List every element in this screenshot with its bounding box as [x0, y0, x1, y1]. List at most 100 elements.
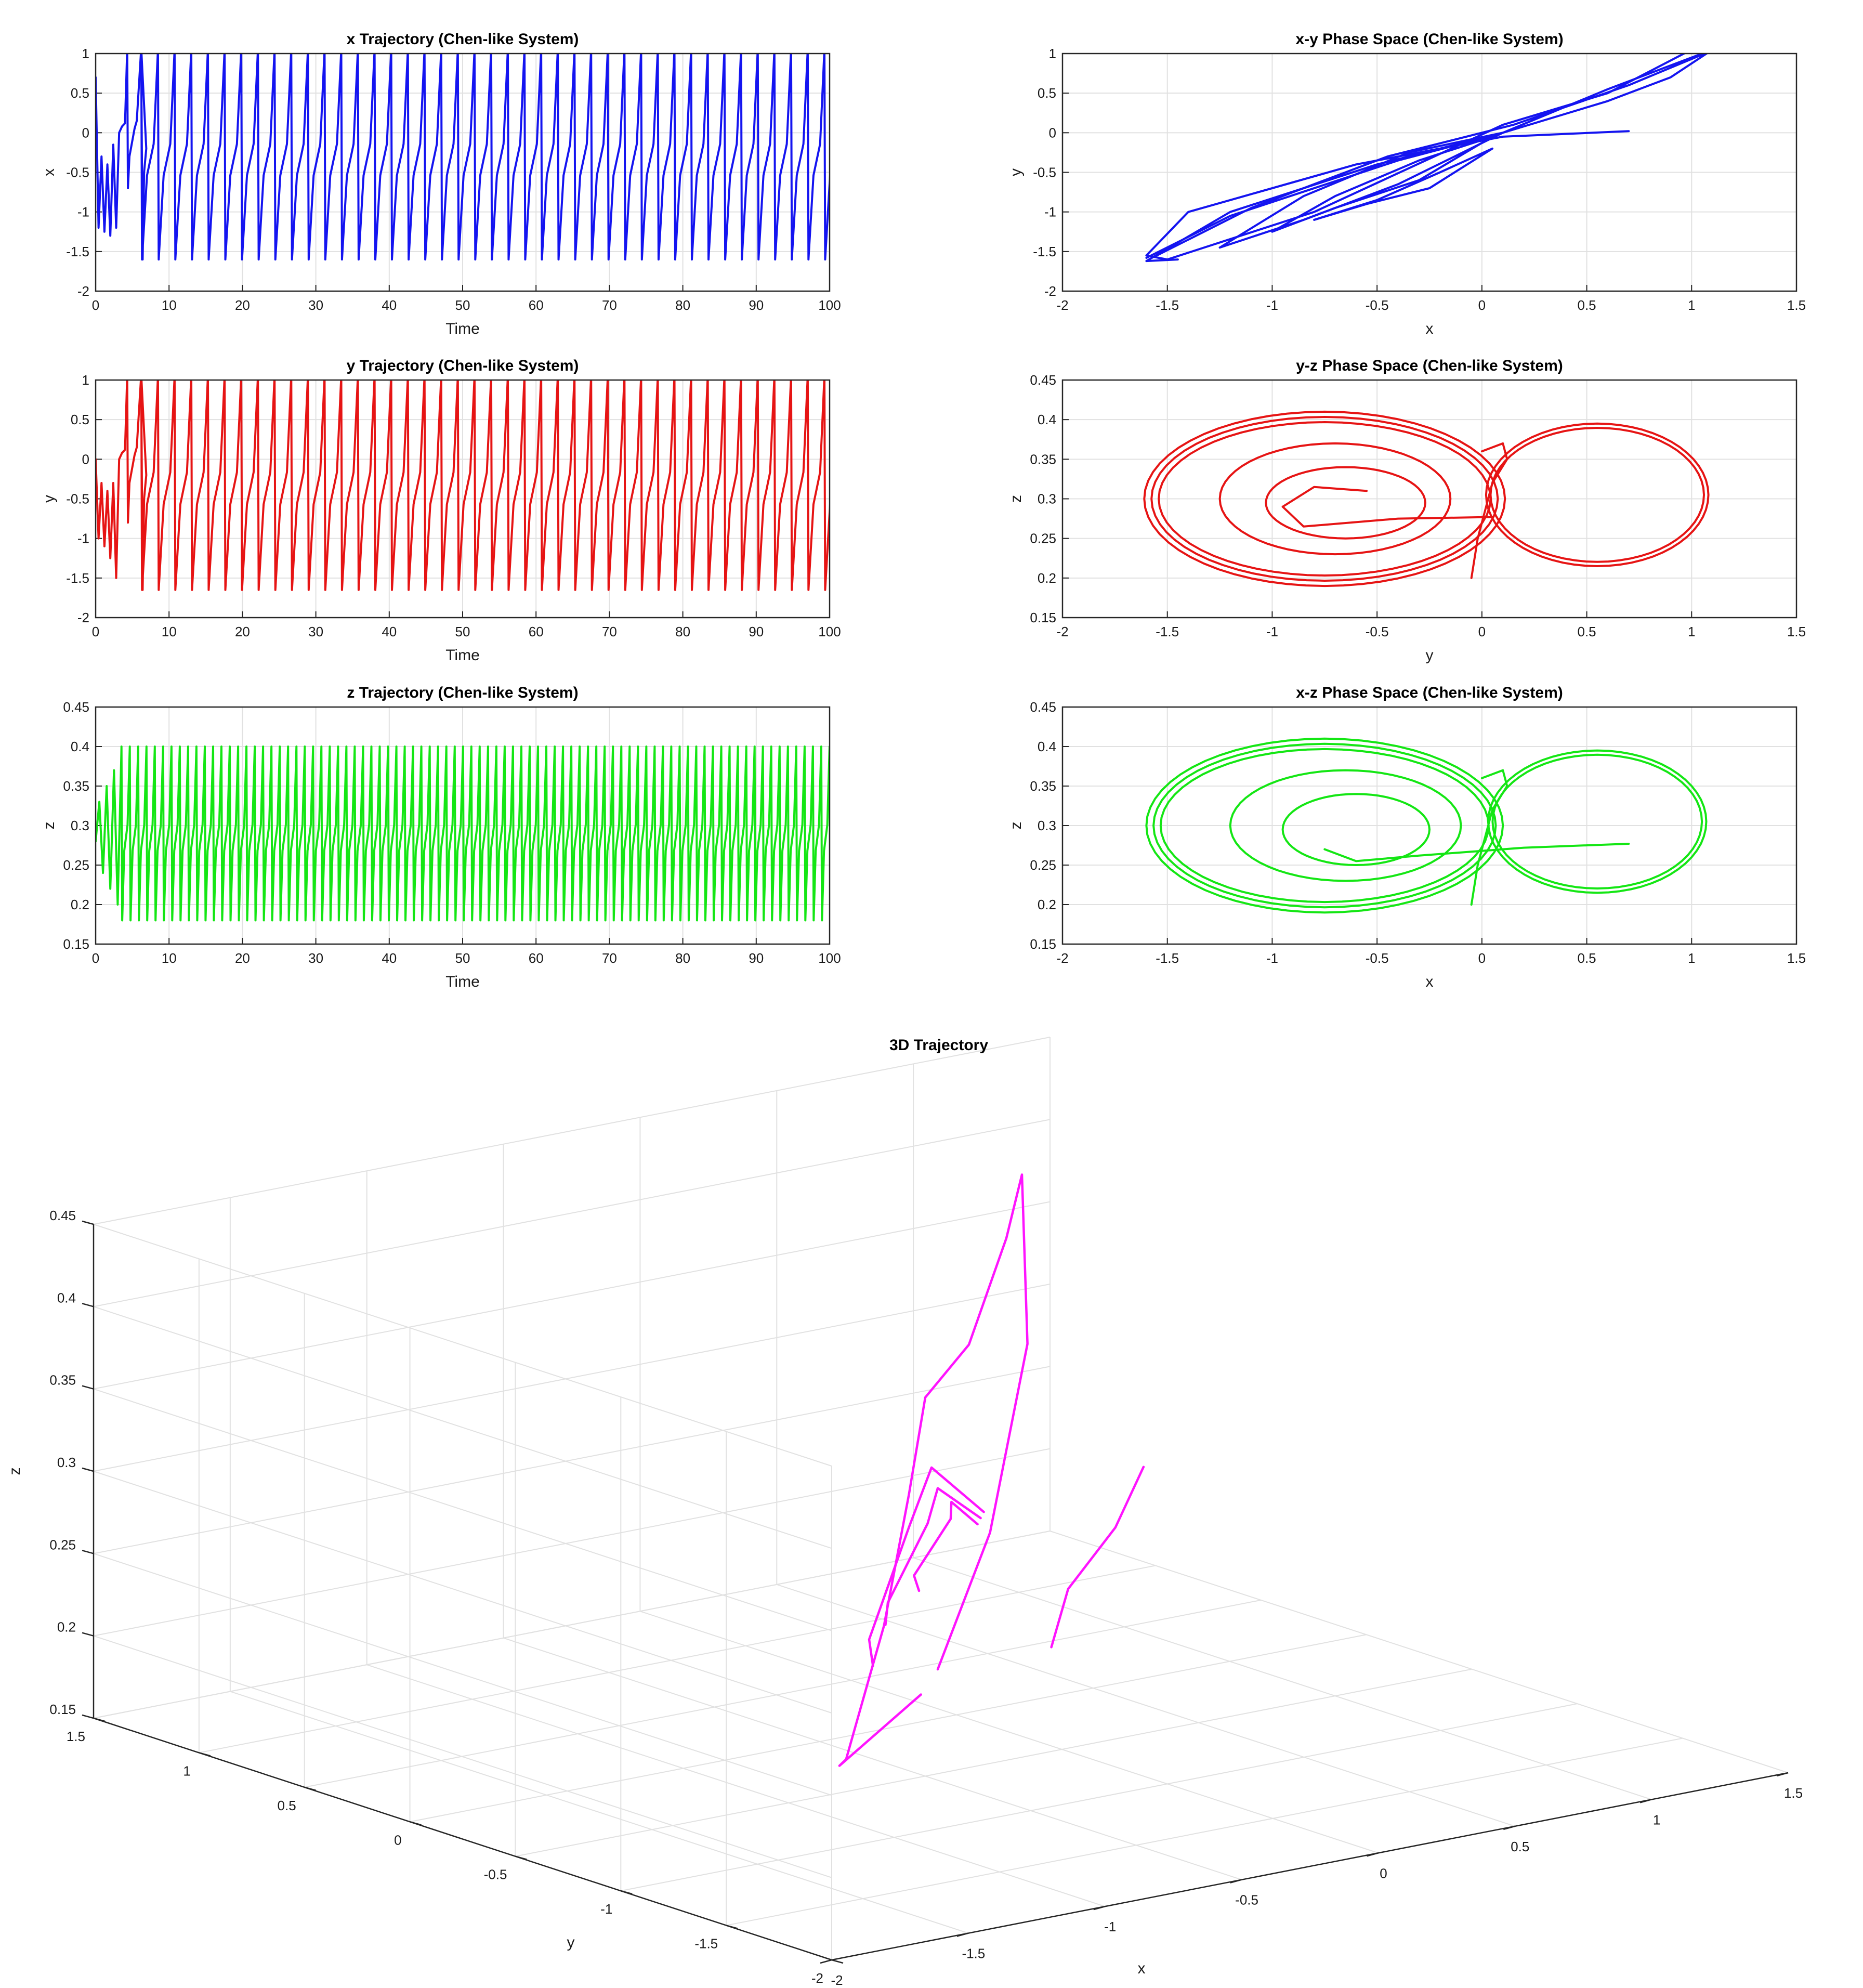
attractor-loop: [1218, 442, 1452, 556]
z-tick-label: 0.4: [57, 1290, 76, 1305]
y-tick-label: 0.5: [71, 85, 89, 101]
attractor-loop: [1158, 421, 1492, 577]
x-tick-label: 80: [675, 297, 690, 313]
floor-gridline: [304, 1599, 1261, 1788]
x-axis-label: Time: [445, 320, 480, 337]
y-tick-label: 0.45: [1030, 699, 1056, 715]
x-tick-label: 10: [162, 624, 177, 639]
floor-gridline: [726, 1737, 1683, 1926]
chart-trajectory-3d: -2 -1.5 -1 -0.5 0 0.5 1 1.5 -2 -1.5 -1 -0.5 0 0.5 1 1.5…: [6, 1037, 1803, 1988]
x-tick-label: 20: [235, 950, 250, 966]
plot-area: [96, 54, 830, 261]
x-axis-label: x: [1426, 320, 1434, 337]
floor-gridline: [1049, 1531, 1789, 1773]
z-tick-label: 0.45: [49, 1208, 76, 1223]
x-axis-label: x: [1426, 973, 1434, 990]
y-tick-label: -0.5: [66, 491, 89, 507]
x-axis-label: y: [1426, 647, 1434, 664]
trajectory-3d-line: [884, 1487, 982, 1626]
y-tick-label: 0.5: [71, 412, 89, 427]
y-tick-label: -2: [77, 610, 89, 625]
attractor-loop: [1491, 753, 1703, 890]
y-tick-label: 1: [183, 1763, 190, 1778]
floor-gridline: [366, 1664, 1106, 1907]
z-tick-label: 0.15: [49, 1702, 76, 1717]
x-tick-label: 1: [1688, 297, 1695, 313]
y-tick-label: 0.3: [1038, 491, 1056, 507]
y-tick-mark: [199, 1752, 211, 1757]
x-tick-label: 90: [749, 297, 764, 313]
chart-title: y-z Phase Space (Chen-like System): [1296, 357, 1563, 374]
x-tick-label: 60: [529, 624, 544, 639]
wall-gridline: [93, 1284, 1051, 1472]
y-tick-label: -0.5: [1033, 165, 1056, 180]
z-tick-label: 0.3: [57, 1455, 76, 1470]
floor-gridline: [640, 1611, 1379, 1854]
z-tick-mark: [82, 1550, 94, 1554]
chart-y-trajectory: 0 10 20 30 40 50 60 70 80 90 100 -2 -1.5 -1 -0.5 0 0.5 1 y…: [41, 357, 841, 664]
y-tick-mark: [726, 1925, 738, 1929]
y-tick-label: 1: [82, 372, 89, 388]
x-tick-label: 70: [602, 950, 617, 966]
y-tick-mark: [620, 1890, 633, 1895]
axes-frame: [1061, 706, 1798, 945]
y-tick-label: -1: [77, 204, 89, 220]
x-tick-label: 10: [162, 950, 177, 966]
plot-area: [96, 746, 830, 922]
trajectory-3d-line: [868, 1466, 985, 1667]
attractor-loop: [1152, 742, 1497, 909]
y-axis-line: [93, 1717, 832, 1961]
x-tick-label: 0: [92, 624, 99, 639]
data-series-line: [96, 54, 830, 261]
y-axis-label: z: [1007, 495, 1025, 503]
x-tick-label: 1.5: [1784, 1785, 1803, 1801]
x-tick-mark: [1503, 1825, 1515, 1830]
attractor-loop: [1150, 416, 1499, 582]
attractor-loop: [1265, 466, 1426, 540]
x-tick-mark: [1230, 1879, 1242, 1884]
x-tick-label: 40: [382, 297, 397, 313]
y-tick-label: -1.5: [1033, 244, 1056, 259]
y-tick-label: 1: [82, 46, 89, 61]
x-tick-label: 40: [382, 950, 397, 966]
chart-title: y Trajectory (Chen-like System): [347, 357, 579, 374]
y-axis-label: y: [1007, 168, 1025, 176]
y-axis-label: z: [1007, 822, 1025, 830]
z-tick-mark: [82, 1467, 94, 1472]
y-tick-label: 0.3: [71, 818, 89, 833]
y-tick-label: -0.5: [484, 1867, 507, 1882]
y-tick-label: -2: [1044, 283, 1056, 299]
attractor-loop: [1143, 410, 1506, 587]
x-tick-label: 0.5: [1577, 624, 1596, 639]
wall-gridline: [93, 1471, 832, 1714]
y-tick-label: 0.25: [1030, 857, 1056, 873]
chart-title: x-z Phase Space (Chen-like System): [1296, 684, 1563, 701]
wall-gridline: [93, 1037, 1051, 1225]
y-axis-label: y: [41, 495, 58, 503]
y-tick-label: 0.25: [63, 857, 89, 873]
x-tick-label: 60: [529, 297, 544, 313]
chart-xz-phase: -2 -1.5 -1 -0.5 0 0.5 1 1.5 0.15 0.2 0.25 0.3 0.35 0.…: [1007, 684, 1806, 990]
y-tick-label: 0: [82, 451, 89, 467]
x-tick-label: 80: [675, 950, 690, 966]
x-axis-label: Time: [445, 973, 480, 990]
x-tick-label: 90: [749, 950, 764, 966]
z-tick-mark: [82, 1220, 94, 1225]
x-tick-label: 100: [818, 624, 841, 639]
x-tick-label: 20: [235, 624, 250, 639]
x-tick-label: 70: [602, 624, 617, 639]
x-tick-label: -1.5: [1156, 624, 1179, 639]
plot-area: [1145, 54, 1709, 263]
x-tick-label: -0.5: [1366, 950, 1389, 966]
x-tick-mark: [1639, 1799, 1652, 1803]
wall-gridline: [93, 1635, 832, 1878]
y-tick-label: 0.25: [1030, 531, 1056, 546]
data-series-line: [1323, 843, 1630, 862]
floor-gridline: [230, 1691, 969, 1934]
y-tick-label: 0.35: [1030, 778, 1056, 794]
chart-x-trajectory: 0 10 20 30 40 50 60 70 80 90 100 -2 -1.5 -1 -0.5 0 0.5 1 x…: [41, 31, 841, 337]
y-tick-label: 1: [1049, 46, 1056, 61]
wall-gridline: [93, 1201, 1051, 1390]
y-tick-label: 0.2: [1038, 570, 1056, 586]
trajectory-3d-line: [1050, 1466, 1145, 1649]
